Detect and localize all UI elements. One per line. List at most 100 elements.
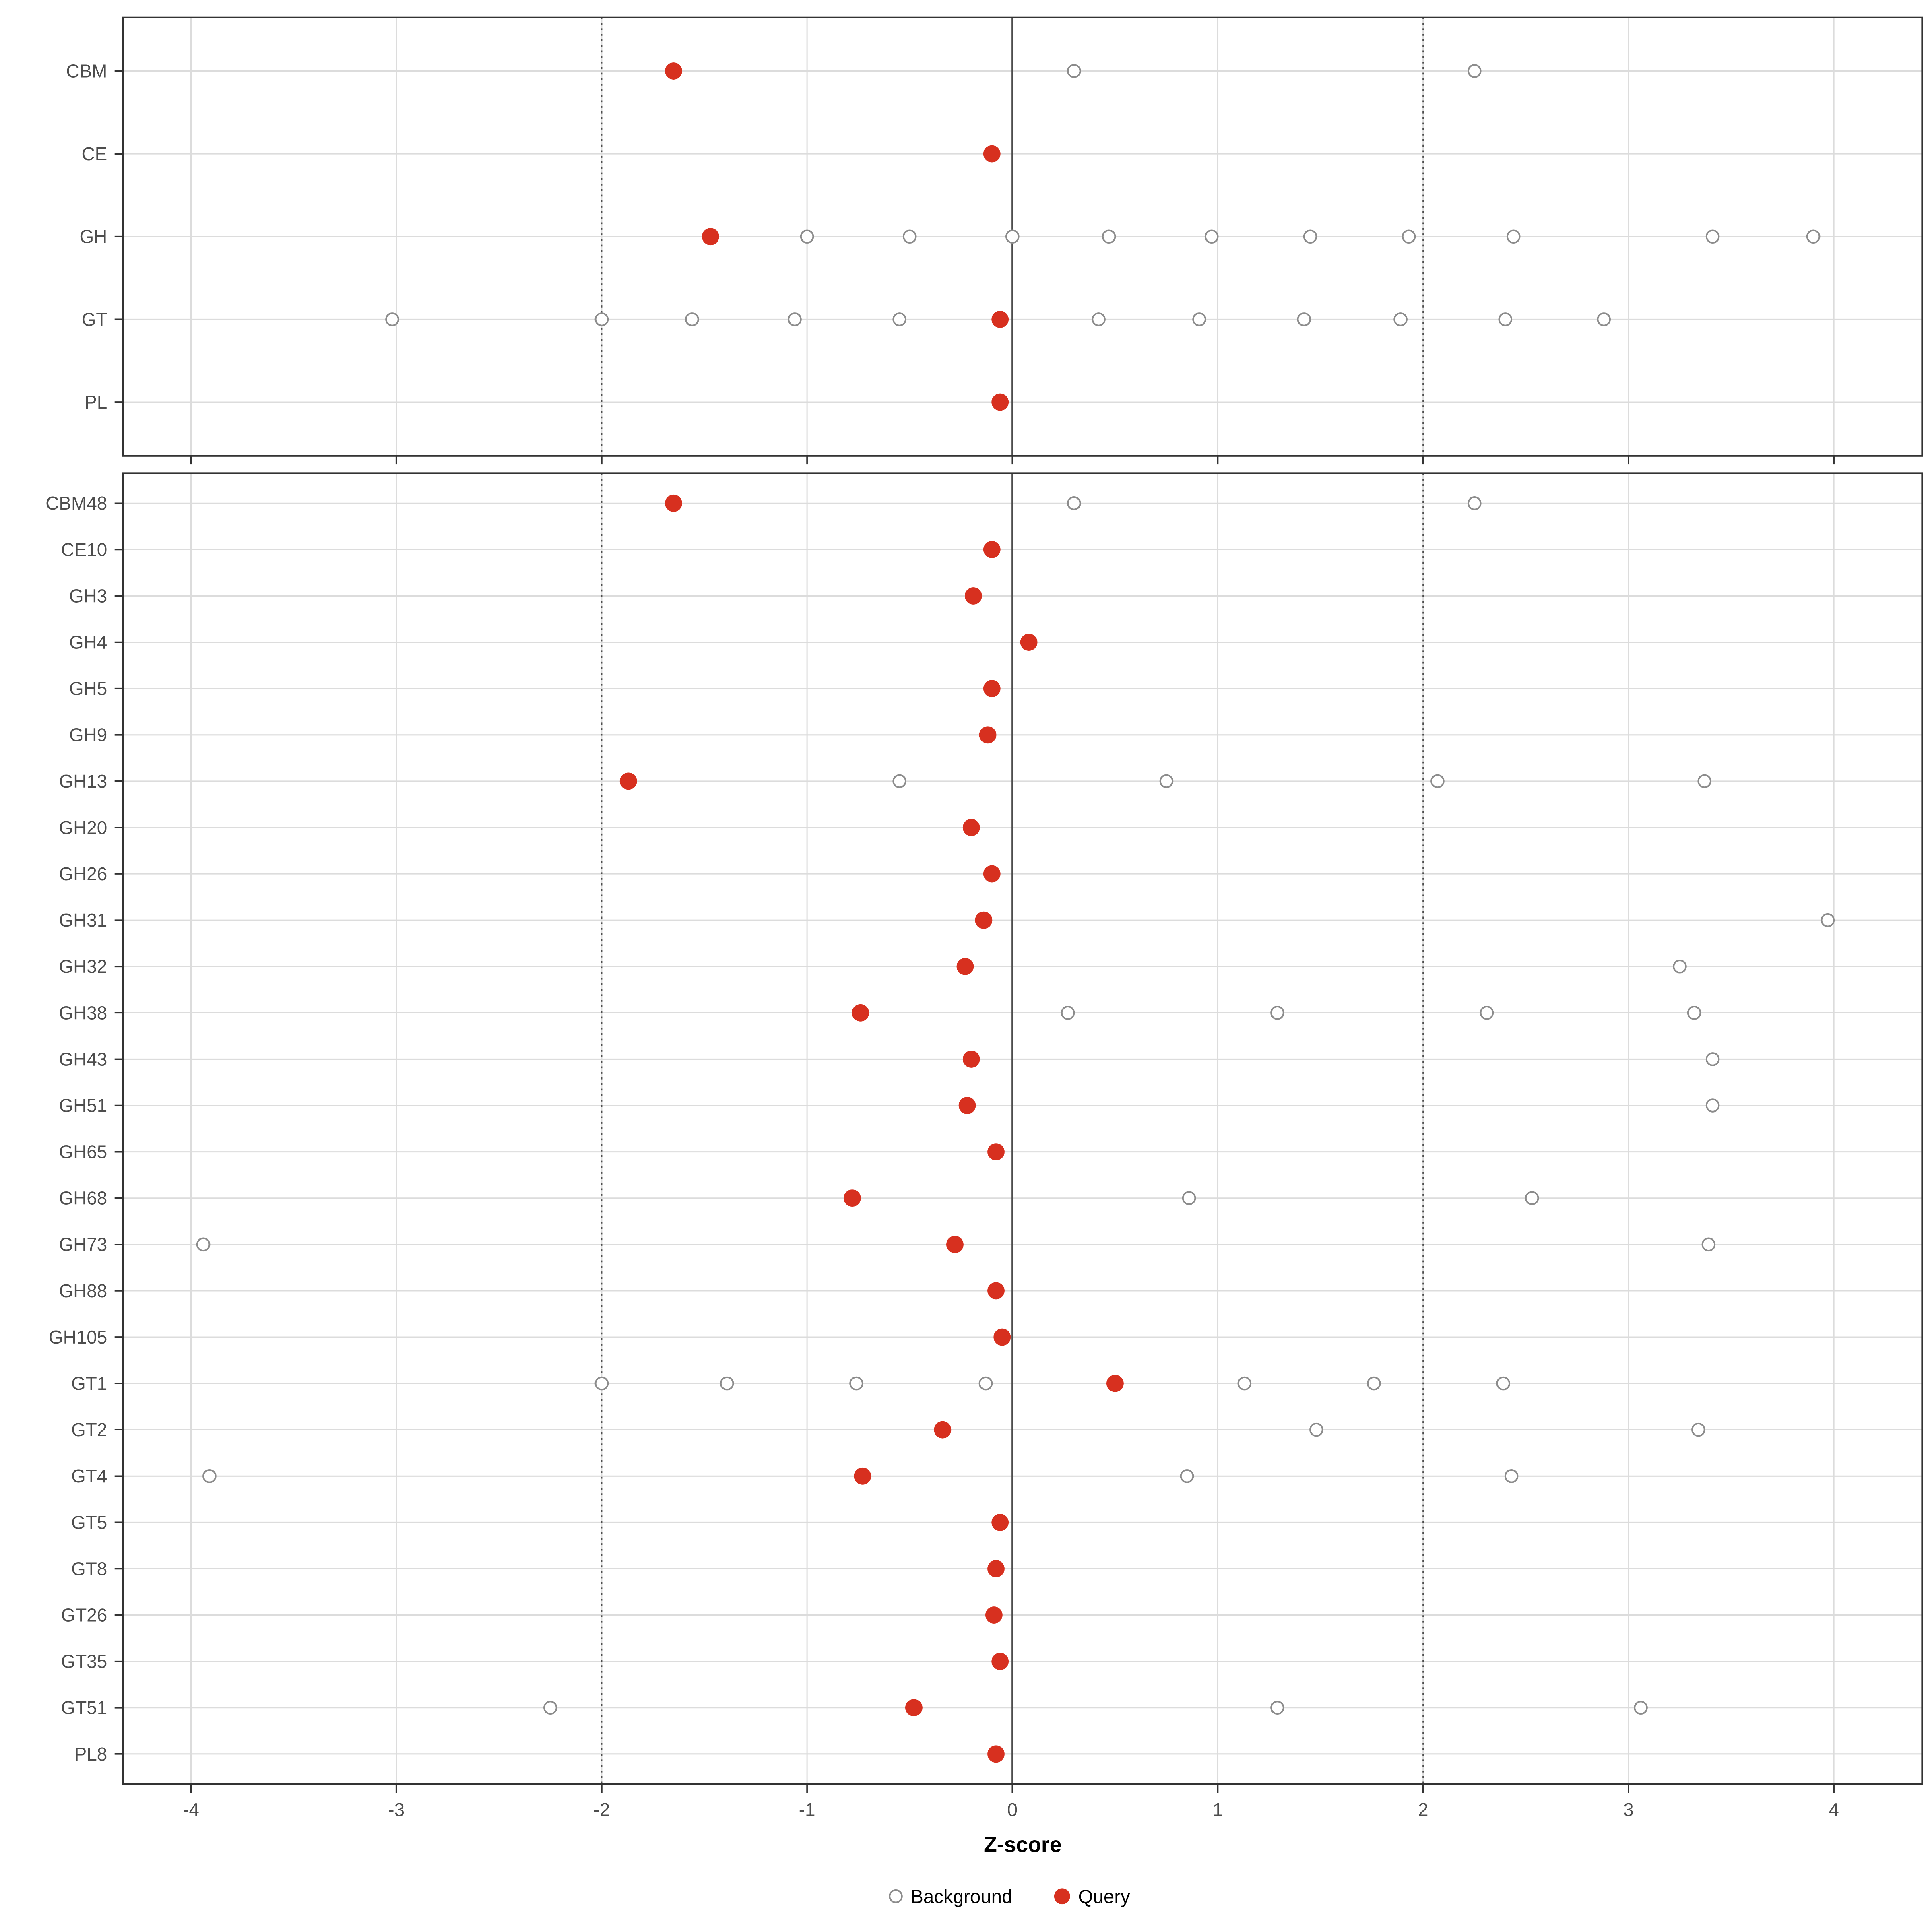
query-point [983,865,1001,883]
query-point [934,1421,952,1439]
background-point [1297,312,1311,326]
panel-families: CBM48 CE10 GH3 GH4 GH5 GH9 GH13 GH20 GH26 GH31 GH3… [45,472,1923,1793]
background-point [892,774,906,788]
background-point [594,1376,609,1391]
query-point [987,1282,1005,1300]
query-point [993,1328,1011,1346]
query-point [702,228,719,246]
query-point [991,310,1009,328]
x-tick-label: -4 [183,1799,199,1820]
background-point [902,229,917,244]
x-axis-title: Z-score [984,1833,1061,1857]
background-point [1525,1191,1539,1205]
query-point [1020,634,1038,651]
background-point [1498,312,1513,326]
background-point [1673,959,1687,974]
query-point [956,958,974,975]
category-label: GH68 [59,1188,107,1209]
background-point [202,1469,217,1483]
category-label: CBM48 [45,493,107,514]
category-label: GH43 [59,1049,107,1069]
query-point [962,1051,980,1068]
background-point [1467,64,1482,78]
category-label: GH26 [59,863,107,884]
query-point [983,541,1001,558]
background-point [1506,229,1521,244]
query-point [852,1004,869,1022]
background-point [543,1701,557,1715]
query-point [843,1189,861,1207]
x-tick-label: -2 [593,1799,610,1820]
background-point [1067,496,1081,510]
category-label: CE10 [61,539,107,560]
background-point [1697,774,1711,788]
query-point [665,494,682,512]
x-tick-label: -1 [799,1799,815,1820]
background-point [1687,1006,1701,1020]
background-point [1480,1006,1494,1020]
background-point [1705,1052,1720,1066]
category-label: GH3 [69,585,107,606]
category-label: PL8 [74,1744,107,1765]
background-point [1102,229,1116,244]
category-label: GH32 [59,956,107,977]
x-tick-label: 1 [1213,1799,1223,1820]
panel-border [122,472,1923,1785]
background-point [1821,913,1835,927]
category-label: CE [82,143,107,164]
query-point [979,726,997,744]
background-point [1504,1469,1519,1483]
background-point [1691,1422,1705,1437]
background-point [1496,1376,1510,1391]
background-point [1237,1376,1252,1391]
category-label: PL [85,392,107,413]
category-label: GH88 [59,1280,107,1301]
background-point [1270,1701,1284,1715]
query-point [987,1143,1005,1161]
category-label: GT4 [71,1466,107,1486]
category-label: GT26 [61,1604,107,1625]
x-tick-label: 3 [1623,1799,1634,1820]
background-point [1597,312,1611,326]
category-label: GT51 [61,1697,107,1718]
legend: Background Query [889,1886,1130,1907]
category-label: GH38 [59,1002,107,1023]
background-point [594,312,609,326]
background-point [1182,1191,1196,1205]
background-point [1309,1422,1323,1437]
query-point [987,1560,1005,1577]
legend-background-marker [889,1889,903,1903]
background-point [892,312,906,326]
background-point [849,1376,863,1391]
x-tick-label: 4 [1829,1799,1839,1820]
query-point [983,680,1001,698]
query-point [958,1097,976,1114]
query-point [962,819,980,836]
background-point [1393,312,1408,326]
background-point [196,1237,211,1252]
category-label: GH [79,226,107,247]
panel-groups: CBM CE GH GT PL [66,16,1923,465]
category-label: GH9 [69,724,107,745]
query-point [1106,1375,1124,1392]
background-point [385,312,399,326]
background-point [1366,1376,1381,1391]
category-label: GH4 [69,632,107,653]
background-point [1467,496,1482,510]
background-point [788,312,802,326]
category-label: CBM [66,60,107,81]
background-point [1430,774,1445,788]
category-label: GH51 [59,1095,107,1116]
category-label: GT5 [71,1512,107,1533]
background-point [1204,229,1219,244]
background-point [685,312,699,326]
category-label: GT1 [71,1373,107,1394]
background-point [1159,774,1174,788]
background-point [1192,312,1206,326]
query-point [905,1699,923,1717]
query-point [975,911,993,929]
background-point [1067,64,1081,78]
query-point [854,1467,871,1485]
query-point [964,587,982,605]
